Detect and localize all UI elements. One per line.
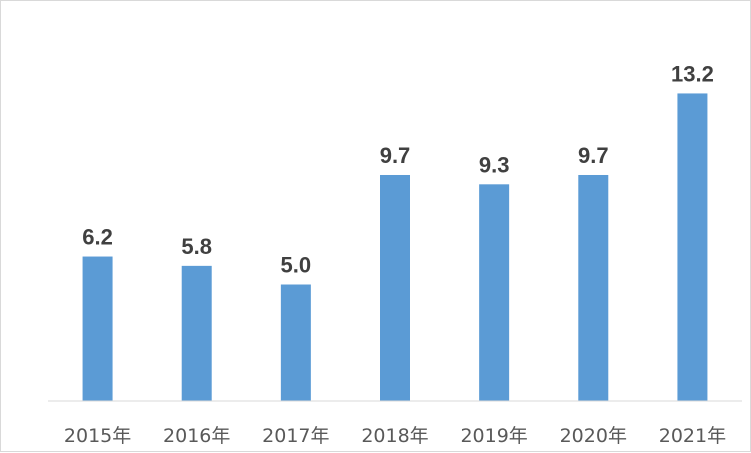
value-label-2017年: 5.0 (281, 253, 312, 278)
x-tick-label-2021年: 2021年 (659, 425, 726, 447)
value-labels-group: 6.2 5.8 5.0 9.7 9.3 9.7 13.2 (82, 61, 714, 277)
x-tick-label-2017年: 2017年 (262, 425, 329, 447)
x-tick-label-2018年: 2018年 (361, 425, 428, 447)
x-tick-labels-group: 2015年 2016年 2017年 2018年 2019年 2020年 2021年 (64, 425, 726, 447)
value-label-2019年: 9.3 (479, 152, 510, 177)
x-tick-label-2020年: 2020年 (560, 425, 627, 447)
bar-2021年 (677, 93, 708, 401)
x-tick-label-2019年: 2019年 (460, 425, 527, 447)
bar-2015年 (82, 256, 113, 401)
bar-2016年 (181, 265, 212, 401)
value-label-2016年: 5.8 (181, 234, 212, 259)
value-label-2020年: 9.7 (578, 143, 609, 168)
bar-2020年 (578, 174, 609, 401)
value-label-2021年: 13.2 (671, 61, 714, 86)
bar-2019年 (479, 184, 510, 401)
bar-2018年 (380, 174, 410, 401)
value-label-2015年: 6.2 (82, 225, 113, 250)
bars-group (82, 93, 708, 401)
x-tick-label-2016年: 2016年 (163, 425, 230, 447)
bar-2017年 (280, 284, 311, 401)
value-label-2018年: 9.7 (380, 143, 411, 168)
x-tick-label-2015年: 2015年 (64, 425, 131, 447)
